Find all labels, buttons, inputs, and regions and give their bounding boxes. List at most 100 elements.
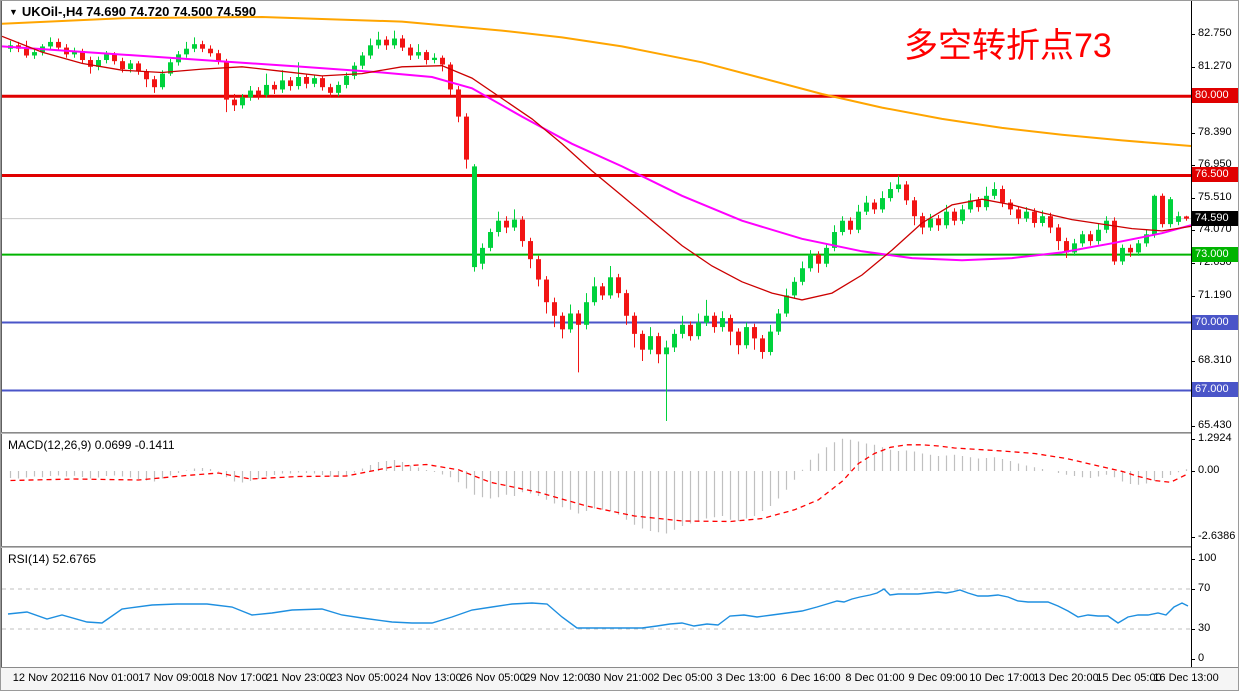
time-axis-label: 30 Nov 21:00 [588, 672, 654, 684]
chart-annotation-text: 多空转折点73 [904, 27, 1112, 65]
candle-body [144, 71, 149, 80]
rsi-tick [1191, 629, 1195, 630]
candle-body [488, 232, 493, 248]
candle-body [328, 87, 333, 93]
time-axis-label: 13 Dec 20:00 [1033, 672, 1099, 684]
candle-body [760, 338, 765, 352]
time-axis-label: 24 Nov 13:00 [396, 672, 462, 684]
candle-body [528, 241, 533, 260]
candle-body [888, 189, 893, 199]
candle-body [384, 39, 389, 46]
candle-body [1016, 209, 1021, 219]
rsi-indicator-label: RSI(14) 52.6765 [8, 552, 97, 566]
candle-body [1128, 247, 1133, 253]
candle-body [880, 198, 885, 210]
candle-body [200, 44, 205, 49]
price-tick [1191, 230, 1195, 232]
candle-body [728, 318, 733, 332]
candle-body [1064, 241, 1069, 253]
candle-body [1184, 216, 1189, 219]
candle-body [520, 219, 525, 242]
main-price-chart[interactable] [1, 1, 1192, 432]
candle-body [448, 64, 453, 90]
candle-body [720, 318, 725, 328]
candle-body [480, 247, 485, 264]
time-axis-label: 23 Nov 05:00 [330, 672, 396, 684]
time-axis-label: 16 Dec 13:00 [1153, 672, 1219, 684]
candle-body [864, 202, 869, 212]
rsi-line [7, 588, 1189, 629]
candle-body [1112, 220, 1117, 262]
candle-body [560, 315, 565, 330]
price-tick [1191, 425, 1195, 427]
price-tick [1191, 197, 1195, 199]
price-level-badge: 70.000 [1192, 314, 1238, 330]
price-scale-border [1191, 1, 1192, 667]
rsi-panel-chart[interactable] [1, 548, 1192, 667]
candle-body [288, 80, 293, 87]
price-tick [1191, 34, 1195, 35]
candle-body [928, 218, 933, 228]
candle-body [664, 347, 669, 355]
price-tick-label: 82.750 [1198, 27, 1232, 39]
price-level-badge: 67.000 [1192, 382, 1238, 398]
candle-body [1032, 211, 1037, 223]
candle-body [504, 220, 509, 228]
candle-body [856, 211, 861, 230]
candle-body [952, 211, 957, 221]
candle-body [920, 216, 925, 228]
candle-body [368, 45, 373, 56]
candle-body [456, 89, 461, 117]
candle-body [808, 254, 813, 269]
price-scale-axis[interactable] [1191, 1, 1238, 667]
candle-body [472, 166, 477, 268]
candle-body [304, 77, 309, 84]
time-axis-label: 12 Nov 2021 [12, 672, 76, 684]
time-axis-label: 21 Nov 23:00 [266, 672, 332, 684]
candle-body [832, 232, 837, 248]
candle-body [1176, 216, 1181, 222]
candle-body [776, 313, 781, 332]
panel-separator[interactable] [1, 546, 1191, 548]
candle-body [960, 209, 965, 221]
candle-body [360, 55, 365, 66]
candle-body [752, 327, 757, 339]
candle-body [72, 50, 77, 55]
candle-body [152, 79, 157, 88]
panel-separator[interactable] [1, 432, 1191, 434]
candle-body [224, 61, 229, 100]
candle-body [392, 38, 397, 46]
candle-body [896, 184, 901, 190]
candle-body [112, 54, 117, 62]
macd-panel-chart[interactable] [1, 434, 1192, 546]
candle-body [440, 57, 445, 65]
candle-body [696, 322, 701, 337]
time-scale-axis[interactable]: 12 Nov 2021 16 Nov 01:00 17 Nov 09:00 18 No… [1, 668, 1238, 690]
candle-body [48, 41, 53, 47]
price-level-badge: 73.000 [1192, 246, 1238, 262]
time-axis-label: 3 Dec 13:00 [716, 672, 776, 684]
time-axis-label: 10 Dec 17:00 [969, 672, 1035, 684]
time-axis-label: 15 Dec 05:00 [1096, 672, 1162, 684]
candle-body [976, 200, 981, 208]
price-tick-label: 68.310 [1198, 353, 1232, 366]
candle-body [416, 52, 421, 56]
candle-body [96, 60, 101, 67]
candle-body [840, 220, 845, 233]
symbol-dropdown-icon[interactable]: ▼ [9, 7, 18, 17]
candle-body [552, 302, 557, 316]
price-tick-label: 71.190 [1198, 288, 1232, 301]
candle-body [936, 218, 941, 226]
rsi-tick-label: 30 [1198, 622, 1211, 634]
price-tick-label: 81.270 [1198, 60, 1232, 73]
macd-tick [1191, 536, 1195, 538]
price-tick-label: 76.950 [1198, 158, 1232, 171]
time-axis-label: 26 Nov 05:00 [460, 672, 526, 684]
candle-body [248, 90, 253, 98]
candle-body [400, 38, 405, 48]
candle-body [24, 48, 29, 56]
candle-body [216, 53, 221, 62]
candle-body [1056, 227, 1061, 242]
candle-body [1144, 234, 1149, 244]
